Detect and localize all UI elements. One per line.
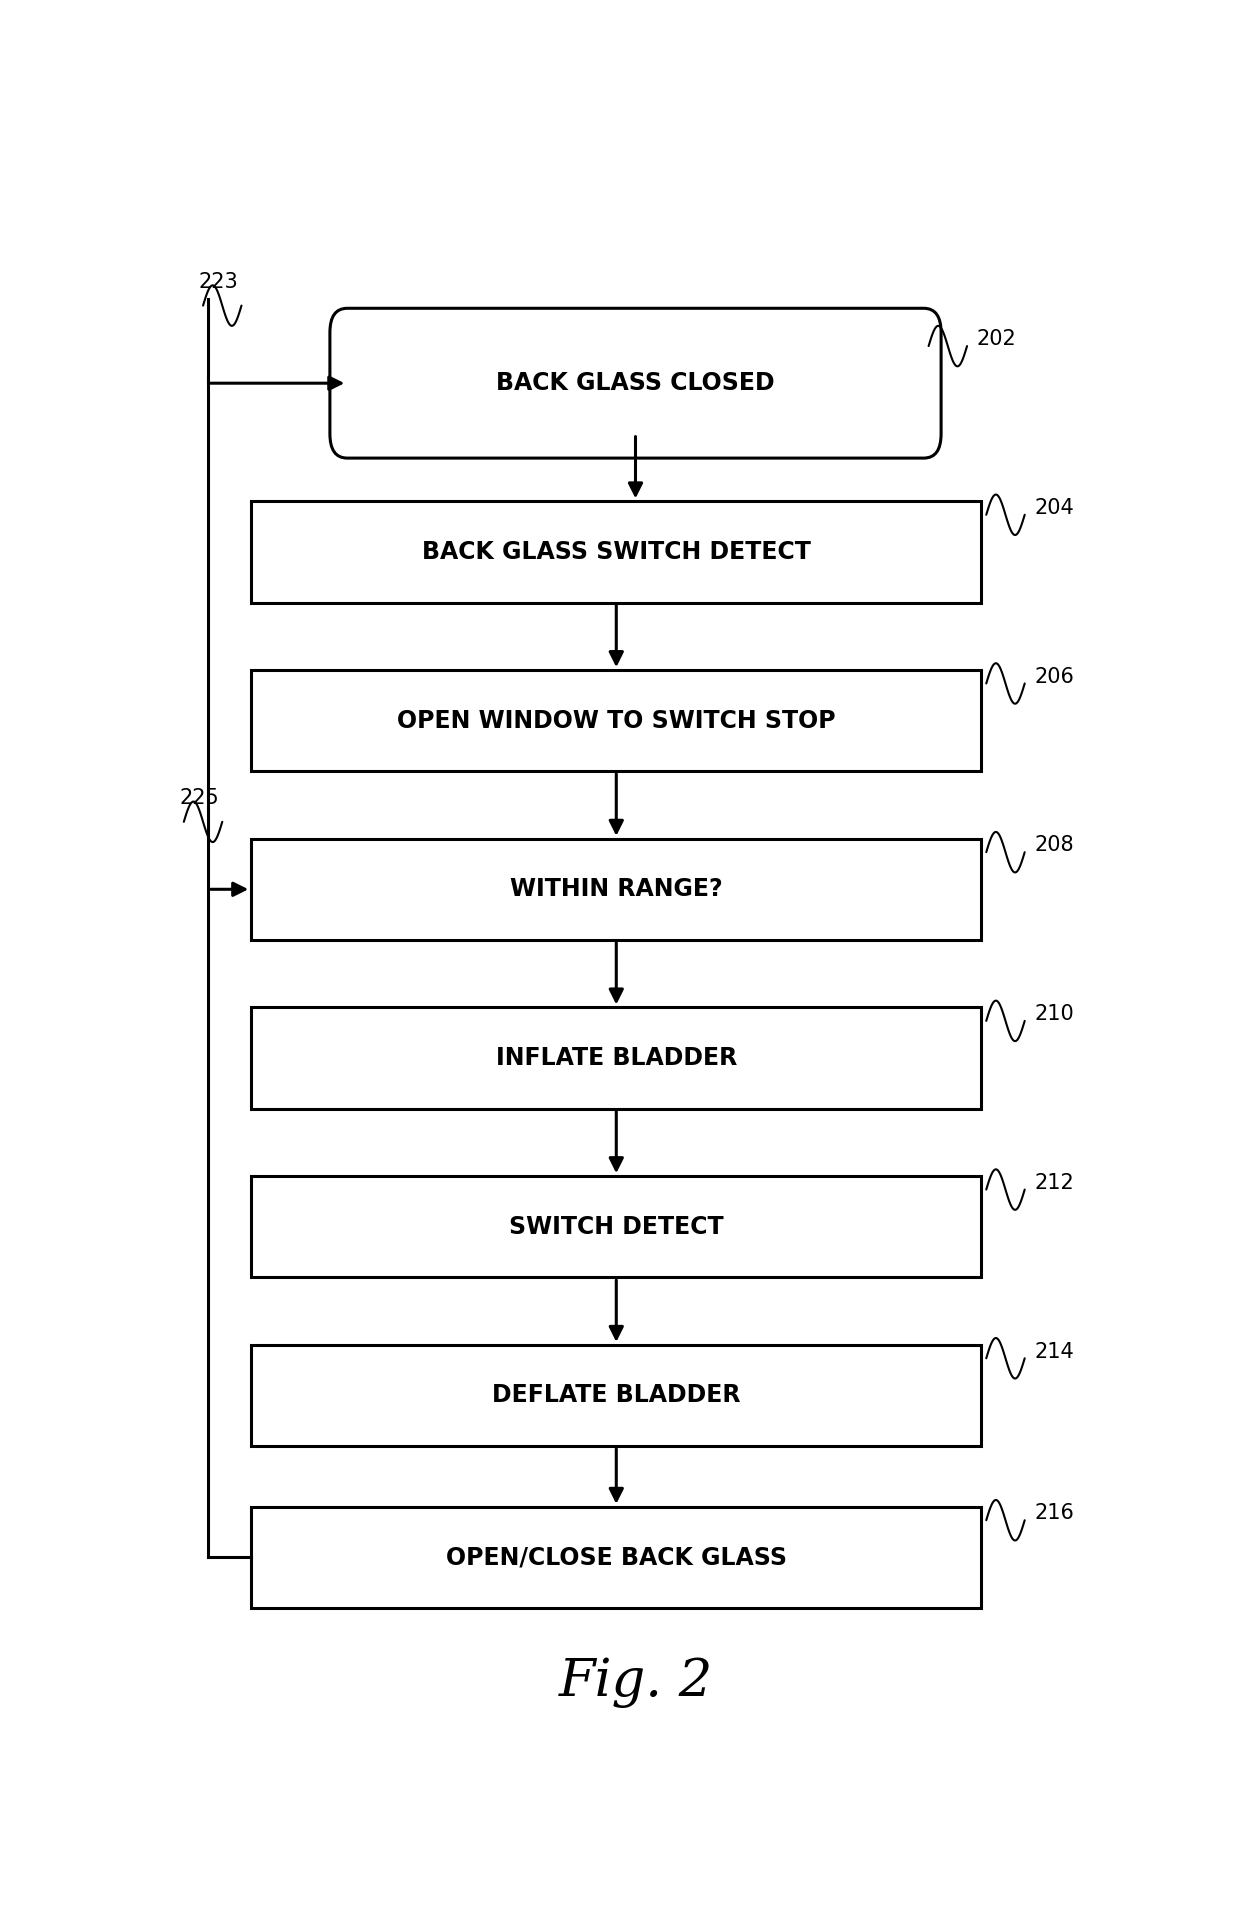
Text: DEFLATE BLADDER: DEFLATE BLADDER [492, 1384, 740, 1407]
Text: Fig. 2: Fig. 2 [558, 1656, 713, 1708]
Text: 206: 206 [1034, 667, 1074, 686]
Text: SWITCH DETECT: SWITCH DETECT [508, 1215, 724, 1238]
Text: 204: 204 [1034, 497, 1074, 519]
Bar [250, 839, 982, 939]
Text: BACK GLASS SWITCH DETECT: BACK GLASS SWITCH DETECT [422, 540, 811, 563]
Text: WITHIN RANGE?: WITHIN RANGE? [510, 877, 723, 900]
Bar [250, 501, 982, 602]
Text: 223: 223 [198, 272, 238, 291]
Text: INFLATE BLADDER: INFLATE BLADDER [496, 1047, 737, 1070]
Text: 216: 216 [1034, 1504, 1074, 1523]
Text: OPEN WINDOW TO SWITCH STOP: OPEN WINDOW TO SWITCH STOP [397, 710, 836, 733]
Bar [250, 669, 982, 771]
Bar [250, 1006, 982, 1109]
Text: 202: 202 [977, 330, 1017, 349]
Text: OPEN/CLOSE BACK GLASS: OPEN/CLOSE BACK GLASS [446, 1546, 786, 1569]
Text: BACK GLASS CLOSED: BACK GLASS CLOSED [496, 372, 775, 395]
Text: 210: 210 [1034, 1004, 1074, 1024]
Text: 208: 208 [1034, 835, 1074, 856]
Text: 225: 225 [179, 789, 218, 808]
Bar [250, 1176, 982, 1276]
FancyBboxPatch shape [330, 308, 941, 459]
Bar [250, 1508, 982, 1608]
Bar [250, 1346, 982, 1446]
Text: 214: 214 [1034, 1342, 1074, 1361]
Text: 212: 212 [1034, 1172, 1074, 1193]
